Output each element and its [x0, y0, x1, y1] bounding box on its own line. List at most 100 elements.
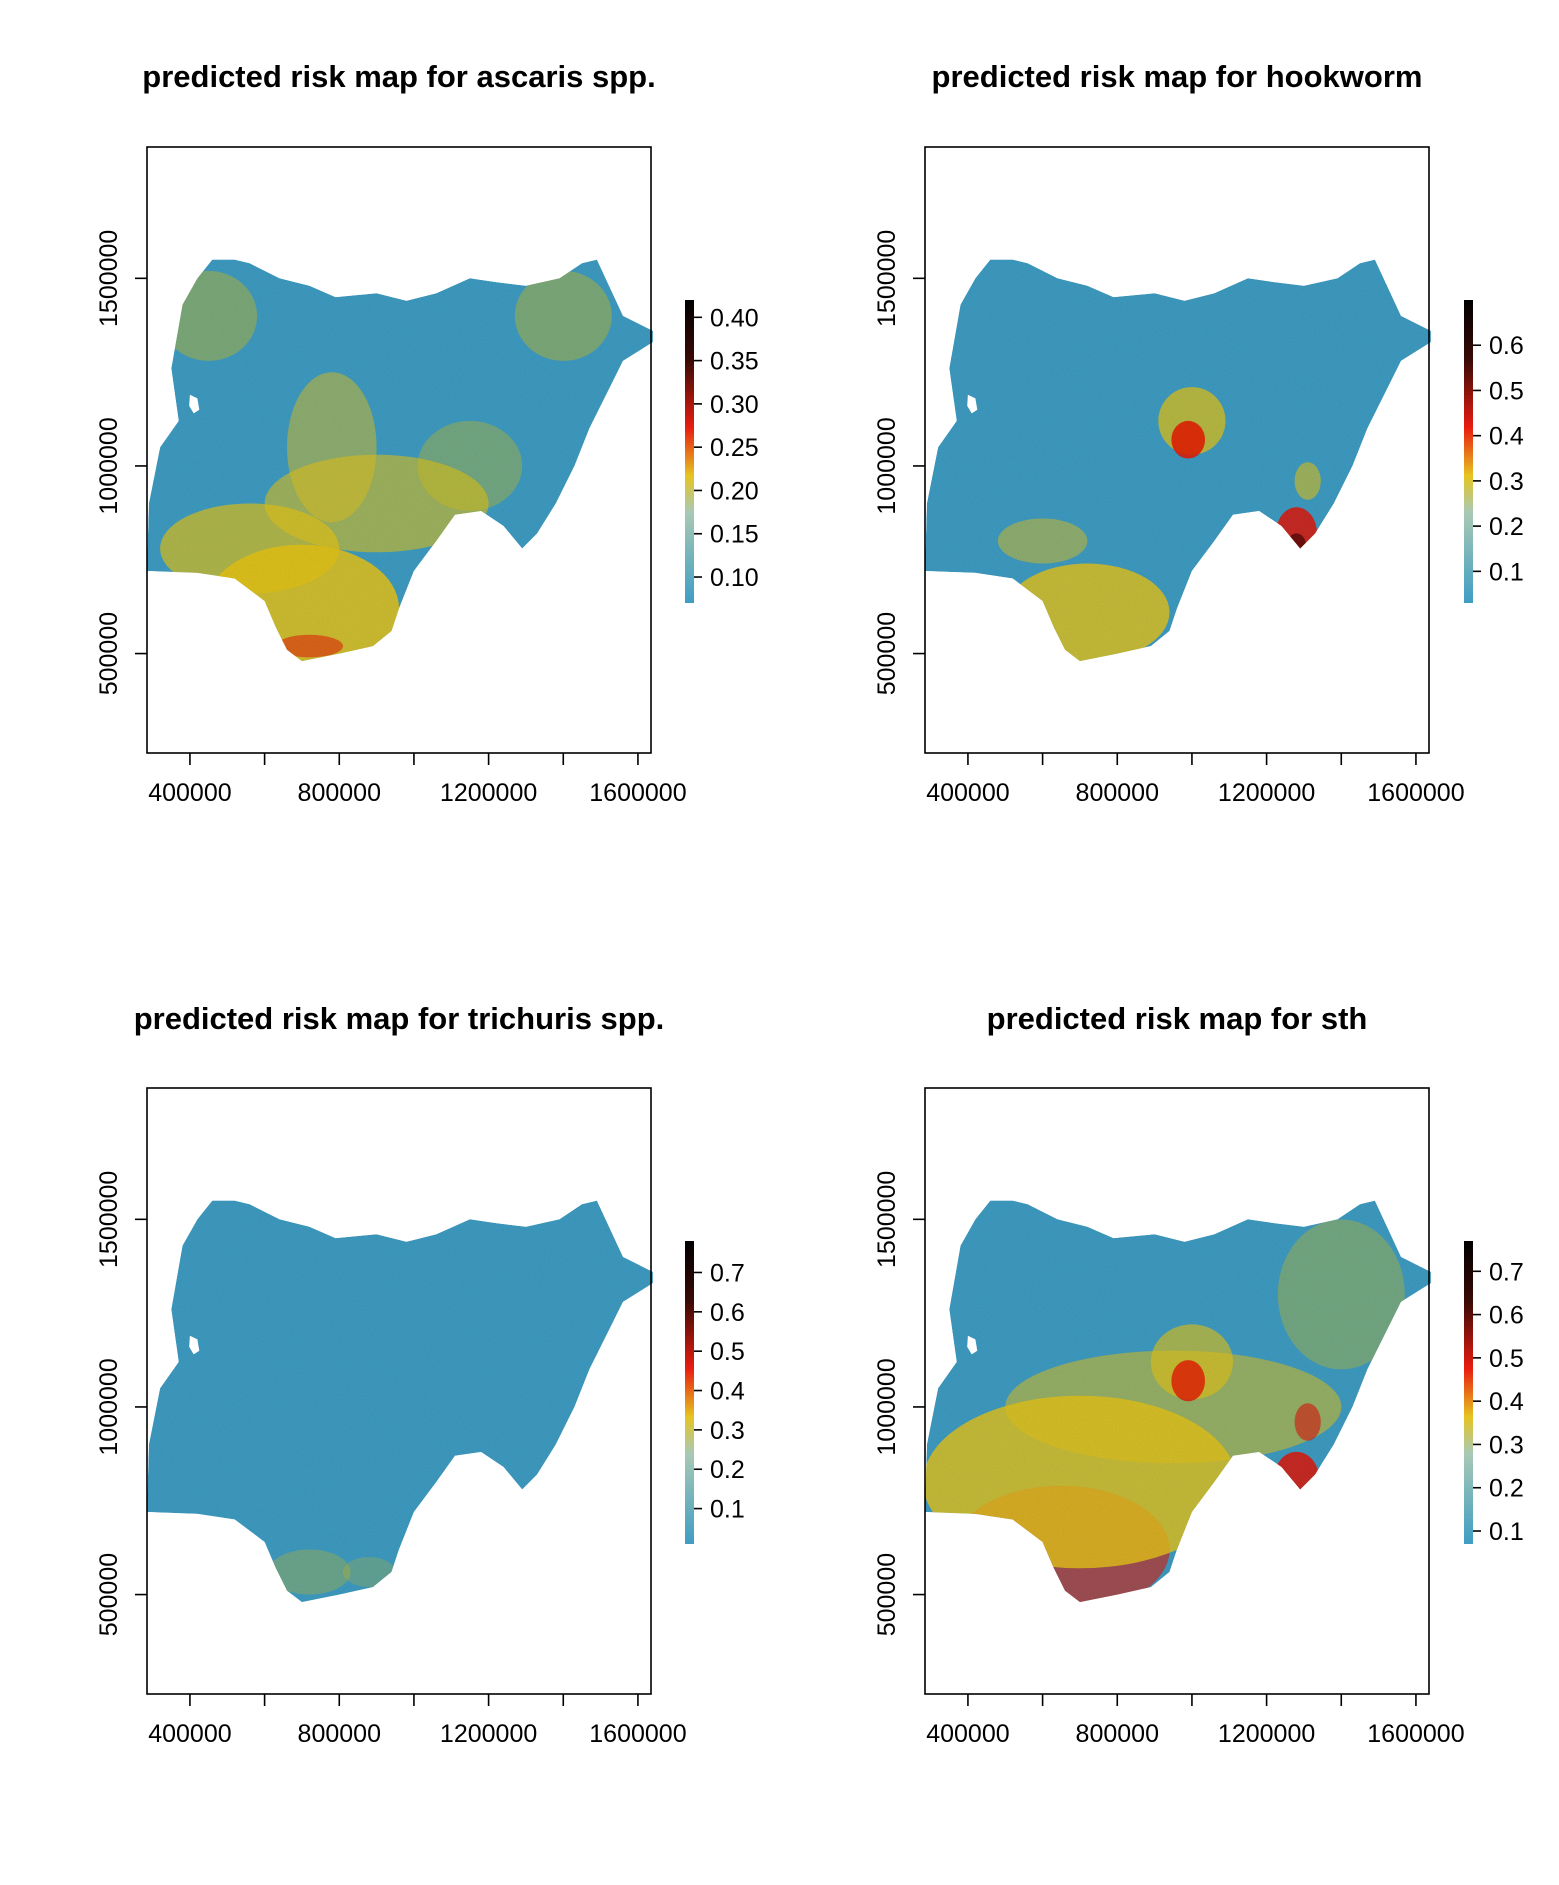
legend-tick-label: 0.3: [710, 1417, 745, 1445]
legend-tick-label: 0.5: [1489, 1345, 1524, 1373]
x-tick-label: 400000: [148, 779, 231, 807]
map-panel-trichuris: predicted risk map for trichuris spp. 400…: [95, 1001, 745, 1748]
risk-patch: [275, 634, 343, 658]
risk-patch: [1294, 1403, 1321, 1441]
y-tick-label: 1500000: [95, 1171, 123, 1268]
x-tick-label: 400000: [926, 779, 1009, 807]
x-tick-label: 1200000: [440, 1720, 537, 1748]
risk-patch: [1294, 462, 1321, 500]
risk-patch: [514, 270, 612, 361]
colorbar-gradient: [685, 1241, 694, 1544]
legend-tick-label: 0.7: [1489, 1258, 1524, 1286]
legend-tick-label: 0.3: [1489, 468, 1524, 496]
x-tick-label: 800000: [298, 779, 381, 807]
x-tick-label: 1200000: [440, 779, 537, 807]
legend-colorbar: 0.1 0.2 0.3 0.4 0.5 0.6 0.7: [1464, 1241, 1524, 1546]
y-tick-label: 500000: [873, 1553, 901, 1636]
y-tick-label: 1500000: [873, 1171, 901, 1268]
y-tick-label: 1000000: [95, 417, 123, 514]
x-tick-label: 1200000: [1218, 779, 1315, 807]
legend-tick-label: 0.1: [710, 1496, 745, 1524]
x-tick-label: 400000: [926, 1720, 1009, 1748]
risk-patch: [1287, 533, 1306, 556]
legend-tick-label: 0.30: [710, 391, 759, 419]
legend-tick-label: 0.2: [1489, 1475, 1524, 1503]
country-raster: [147, 259, 653, 662]
risk-patch: [1005, 1350, 1342, 1464]
x-tick-label: 1600000: [589, 1720, 686, 1748]
legend-tick-label: 0.4: [710, 1378, 745, 1406]
legend-tick-label: 0.35: [710, 348, 759, 376]
y-tick-label: 1000000: [873, 1358, 901, 1455]
risk-patch: [1171, 420, 1205, 459]
panel-title: predicted risk map for ascaris spp.: [142, 59, 655, 94]
y-tick-label: 1000000: [95, 1358, 123, 1455]
y-tick-label: 1000000: [873, 417, 901, 514]
y-tick-label: 500000: [95, 612, 123, 695]
risk-patch: [1005, 563, 1170, 662]
x-tick-label: 1600000: [1367, 779, 1464, 807]
legend-colorbar: 0.1 0.2 0.3 0.4 0.5 0.6: [1464, 300, 1524, 603]
risk-patch: [343, 1557, 396, 1587]
y-tick-label: 1500000: [95, 230, 123, 327]
legend-tick-label: 0.25: [710, 434, 759, 462]
legend-tick-label: 0.7: [710, 1259, 745, 1287]
legend-tick-label: 0.6: [710, 1299, 745, 1327]
legend-tick-label: 0.6: [1489, 1302, 1524, 1330]
x-tick-label: 1600000: [589, 779, 686, 807]
x-tick-label: 800000: [1076, 1720, 1159, 1748]
legend-tick-label: 0.3: [1489, 1431, 1524, 1459]
x-tick-label: 400000: [148, 1720, 231, 1748]
y-tick-label: 500000: [95, 1553, 123, 1636]
risk-patch: [287, 372, 377, 523]
legend-tick-label: 0.1: [1489, 1518, 1524, 1546]
x-tick-label: 800000: [298, 1720, 381, 1748]
country-raster: [925, 259, 1431, 662]
risk-patch: [160, 270, 258, 361]
plot-frame: [146, 1087, 652, 1695]
legend-tick-label: 0.10: [710, 564, 759, 592]
lake: [189, 394, 200, 414]
risk-patch: [417, 420, 523, 511]
legend-tick-label: 0.2: [1489, 513, 1524, 541]
legend-tick-label: 0.6: [1489, 332, 1524, 360]
colorbar-gradient: [1464, 1241, 1473, 1544]
colorbar-gradient: [685, 300, 694, 603]
legend-tick-label: 0.4: [1489, 1388, 1524, 1416]
legend-tick-label: 0.1: [1489, 558, 1524, 586]
panel-title: predicted risk map for hookworm: [932, 59, 1423, 94]
country-base: [925, 259, 1431, 662]
lake: [967, 1335, 978, 1355]
panel-title: predicted risk map for sth: [987, 1001, 1368, 1036]
country-raster: [147, 1200, 653, 1603]
plot-frame: [146, 146, 652, 754]
risk-patch: [1171, 1360, 1205, 1402]
legend-tick-label: 0.5: [1489, 377, 1524, 405]
legend-colorbar: 0.10 0.15 0.20 0.25 0.30 0.35 0.40: [685, 300, 759, 603]
legend-tick-label: 0.2: [710, 1456, 745, 1484]
map-panel-sth: predicted risk map for sth 400000 800000 12…: [873, 1001, 1524, 1748]
legend-colorbar: 0.1 0.2 0.3 0.4 0.5 0.6 0.7: [685, 1241, 745, 1544]
map-panel-hookworm: predicted risk map for hookworm 400000 800…: [873, 59, 1524, 807]
legend-tick-label: 0.15: [710, 521, 759, 549]
x-tick-label: 800000: [1076, 779, 1159, 807]
x-tick-label: 1600000: [1367, 1720, 1464, 1748]
legend-tick-label: 0.20: [710, 477, 759, 505]
lake: [189, 1335, 200, 1355]
y-tick-label: 1500000: [873, 230, 901, 327]
panel-title: predicted risk map for trichuris spp.: [134, 1001, 665, 1036]
x-tick-label: 1200000: [1218, 1720, 1315, 1748]
risk-patch: [268, 1549, 351, 1595]
country-base: [147, 1200, 653, 1603]
plot-frame: [924, 146, 1430, 754]
legend-tick-label: 0.40: [710, 304, 759, 332]
map-panel-ascaris: predicted risk map for ascaris spp. 40000…: [95, 59, 759, 807]
plot-frame: [924, 1087, 1430, 1695]
legend-tick-label: 0.4: [1489, 423, 1524, 451]
risk-patch: [997, 518, 1088, 564]
risk-patch: [1274, 1451, 1319, 1505]
y-tick-label: 500000: [873, 612, 901, 695]
risk-patch: [1277, 1219, 1405, 1370]
country-raster: [925, 1200, 1431, 1603]
